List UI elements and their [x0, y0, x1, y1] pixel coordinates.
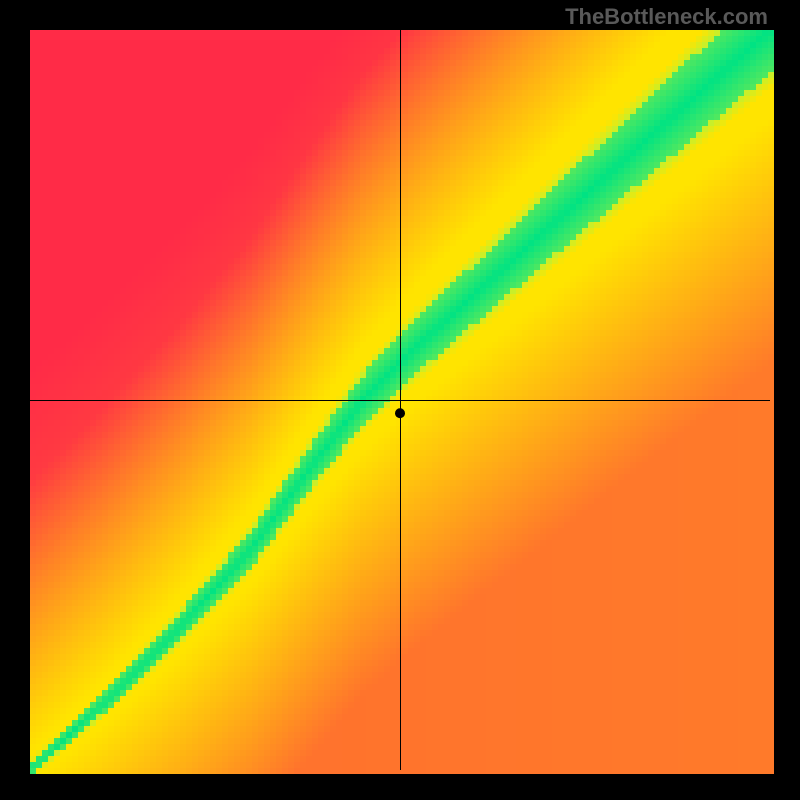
- chart-stage: TheBottleneck.com: [0, 0, 800, 800]
- bottleneck-heatmap: [0, 0, 800, 800]
